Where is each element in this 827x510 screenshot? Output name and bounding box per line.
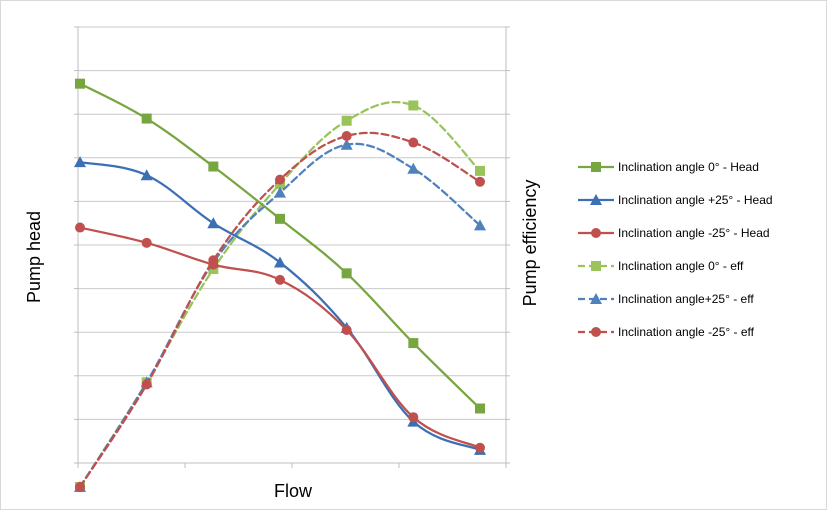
series-layer [74, 78, 486, 492]
data-point [75, 222, 85, 233]
legend-label: Inclination angle 0° - eff [618, 259, 744, 273]
data-point [275, 213, 285, 224]
data-point [140, 169, 153, 181]
series-line [78, 101, 482, 489]
data-point [75, 481, 85, 492]
legend-item: Inclination angle 0° - eff [578, 259, 744, 273]
data-point [141, 237, 152, 248]
legend-swatch-marker [591, 162, 601, 172]
data-point [475, 176, 485, 187]
data-point [75, 78, 85, 89]
legend-swatch-marker [590, 194, 602, 205]
data-point [275, 174, 285, 185]
series-line [78, 82, 482, 410]
data-point [275, 274, 285, 285]
right-y-axis-title: Pump efficiency [520, 180, 540, 307]
data-point [141, 379, 152, 390]
data-point [274, 256, 286, 268]
series-line [78, 161, 482, 452]
data-point [407, 162, 420, 174]
x-axis-title: Flow [274, 481, 313, 501]
legend: Inclination angle 0° - Head Inclination a… [578, 160, 773, 339]
legend-item: Inclination angle -25° - eff [578, 325, 755, 339]
data-point [475, 442, 485, 453]
legend-swatch-marker [591, 228, 601, 238]
data-point [341, 115, 352, 126]
legend-label: Inclination angle 0° - Head [618, 160, 759, 174]
series-6 [75, 131, 485, 492]
legend-item: Inclination angle +25° - Head [578, 193, 773, 207]
series-4 [75, 100, 485, 492]
legend-label: Inclination angle +25° - Head [618, 193, 773, 207]
data-point [208, 259, 219, 270]
legend-swatch-marker [590, 293, 602, 304]
data-point [340, 138, 353, 150]
left-y-axis-title: Pump head [24, 211, 44, 303]
data-point [408, 338, 419, 349]
legend-swatch-marker [591, 261, 601, 271]
data-point [341, 131, 352, 141]
axes [74, 26, 510, 468]
legend-label: Inclination angle -25° - Head [618, 226, 770, 240]
data-point [141, 113, 152, 124]
series-3 [75, 222, 485, 453]
legend-item: Inclination angle+25° - eff [578, 292, 754, 306]
data-point [475, 165, 485, 176]
series-5 [74, 138, 486, 492]
data-point [474, 219, 486, 231]
data-point [475, 403, 485, 414]
legend-item: Inclination angle -25° - Head [578, 226, 770, 240]
data-point [408, 100, 419, 111]
series-1 [75, 78, 485, 414]
data-point [341, 325, 352, 336]
data-point [208, 161, 219, 172]
data-point [207, 217, 220, 229]
data-point [408, 412, 419, 423]
legend-swatch-marker [591, 327, 601, 337]
legend-label: Inclination angle+25° - eff [618, 292, 754, 306]
legend-label: Inclination angle -25° - eff [618, 325, 755, 339]
gridlines [78, 26, 506, 420]
data-point [274, 186, 286, 198]
data-point [408, 137, 419, 148]
data-point [341, 268, 352, 279]
legend-item: Inclination angle 0° - Head [578, 160, 759, 174]
data-point [74, 156, 86, 168]
